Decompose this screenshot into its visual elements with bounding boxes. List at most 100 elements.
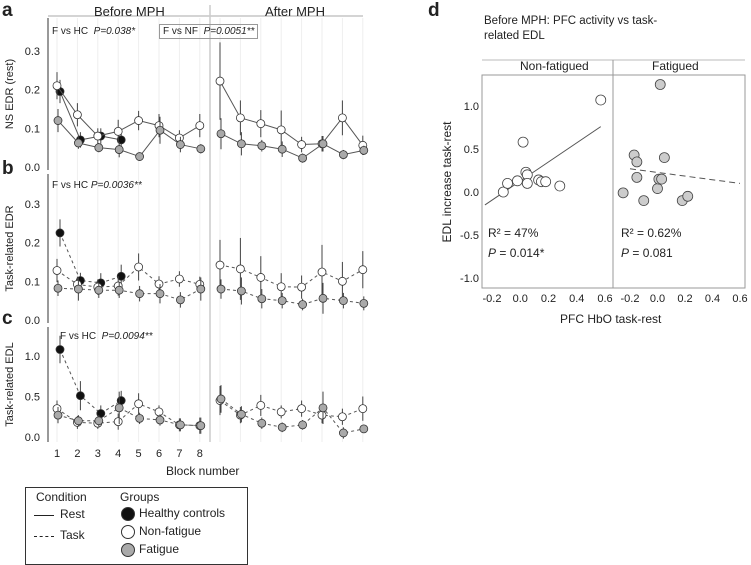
data-point-after xyxy=(318,139,328,149)
data-point-after xyxy=(216,129,226,139)
data-point-before xyxy=(155,289,165,299)
data-point-after xyxy=(337,276,347,286)
annotation-b-text: F vs HC xyxy=(52,180,89,191)
data-point-before xyxy=(135,413,145,423)
data-point-before xyxy=(53,410,63,420)
legend-groups-title: Groups xyxy=(120,490,160,504)
annotation-b-p: P=0.0036** xyxy=(90,180,142,191)
data-point-after xyxy=(317,410,327,420)
data-point-before xyxy=(154,407,164,417)
scatter-point xyxy=(631,171,643,183)
data-point-before xyxy=(94,285,104,295)
data-point-after xyxy=(277,296,287,306)
data-point-before xyxy=(53,283,63,293)
r2-fatigued: R² = 0.62% xyxy=(621,226,681,240)
data-point-after xyxy=(318,403,328,413)
scatter-y-tick: 1.0 xyxy=(464,101,479,113)
series-line-before xyxy=(59,232,122,284)
data-point-before xyxy=(116,396,126,405)
annotation-c-p: P=0.0094** xyxy=(101,331,153,342)
data-point-after xyxy=(256,273,266,282)
scatter-x-tick: 0.0 xyxy=(650,293,665,305)
panel-label-a: a xyxy=(2,0,13,21)
y-axis-label: Task-related EDL xyxy=(4,342,16,426)
data-point-before xyxy=(134,262,144,272)
scatter-point xyxy=(631,156,643,168)
data-point-after xyxy=(317,267,327,277)
scatter-x-tick: 0.0 xyxy=(513,293,528,305)
data-point-after xyxy=(359,145,369,155)
data-point-before xyxy=(114,145,124,154)
annotation-a-1-text: F vs HC xyxy=(52,26,89,37)
r2-nonfatigued-symbol: R xyxy=(488,226,497,240)
p-fatigued: P = 0.081 xyxy=(621,246,673,260)
data-point-before xyxy=(76,391,85,401)
data-point-after xyxy=(298,153,308,163)
data-point-before xyxy=(73,110,82,120)
data-point-after xyxy=(276,407,286,417)
x-axis-label: Block number xyxy=(166,464,240,478)
y-axis-label: NS EDR (rest) xyxy=(4,59,16,129)
annotation-a-1: F vs HC P=0.038* xyxy=(52,26,135,37)
scatter-point xyxy=(540,176,552,188)
legend-f: Fatigue xyxy=(139,542,180,556)
data-point-before xyxy=(154,279,164,289)
y-tick-label: 0.0 xyxy=(25,162,40,174)
data-point-before xyxy=(113,417,123,427)
data-point-before xyxy=(196,284,206,294)
data-point-before xyxy=(155,415,165,425)
r2-squared-mark: ² xyxy=(629,226,634,240)
facet-label-fatigued: Fatigued xyxy=(652,59,699,73)
data-point-before xyxy=(52,266,62,275)
data-point-before xyxy=(74,416,83,426)
r2-fatigued-symbol: R xyxy=(621,226,630,240)
x-tick-label: 5 xyxy=(136,448,142,460)
data-point-before xyxy=(135,289,145,299)
scatter-x-label: PFC HbO task-rest xyxy=(560,312,662,326)
data-point-after xyxy=(359,424,369,434)
scatter-x-tick: 0.6 xyxy=(732,293,747,305)
scatter-y-tick: -0.5 xyxy=(460,230,479,242)
scatter-y-tick: -1.0 xyxy=(460,273,479,285)
x-tick-label: 1 xyxy=(54,448,60,460)
panel-label-b: b xyxy=(2,158,14,179)
p-nonfatigued: P = 0.014* xyxy=(488,246,544,260)
data-point-after xyxy=(257,418,267,428)
scatter-point xyxy=(654,79,666,90)
scatter-point xyxy=(656,173,668,185)
series-line-before xyxy=(59,91,122,141)
scatter-point xyxy=(497,186,509,198)
data-point-after xyxy=(236,409,246,419)
legend-hc-marker xyxy=(121,507,135,521)
data-point-after xyxy=(338,150,348,160)
data-point-before xyxy=(93,131,103,141)
x-tick-label: 4 xyxy=(115,448,121,460)
data-point-before xyxy=(175,420,185,430)
scatter-point xyxy=(517,136,529,148)
scatter-y-tick: 0.0 xyxy=(464,187,479,199)
scatter-x-tick: 0.2 xyxy=(541,293,556,305)
data-point-after xyxy=(216,284,226,294)
annotation-c: F vs HC P=0.0094** xyxy=(60,331,153,342)
y-tick-label: 0.1 xyxy=(25,276,40,288)
strip-after-mph: After MPH xyxy=(265,4,325,19)
scatter-point xyxy=(682,190,694,202)
data-point-before xyxy=(196,144,206,154)
annotation-b: F vs HC P=0.0036** xyxy=(52,180,142,191)
p-fatigued-symbol: P xyxy=(621,246,630,260)
legend-rest: Rest xyxy=(60,507,85,521)
scatter-point xyxy=(638,195,650,207)
y-tick-label: 0.2 xyxy=(25,85,40,97)
data-point-after xyxy=(298,420,308,430)
scatter-point xyxy=(595,94,607,106)
data-point-after xyxy=(337,412,347,422)
scatter-point xyxy=(617,187,629,199)
scatter-point xyxy=(652,183,663,194)
data-point-before xyxy=(96,409,106,418)
data-point-before xyxy=(114,403,124,413)
data-point-before xyxy=(134,399,144,409)
r2-squared-mark: ² xyxy=(496,226,501,240)
annotation-c-text: F vs HC xyxy=(60,331,97,342)
